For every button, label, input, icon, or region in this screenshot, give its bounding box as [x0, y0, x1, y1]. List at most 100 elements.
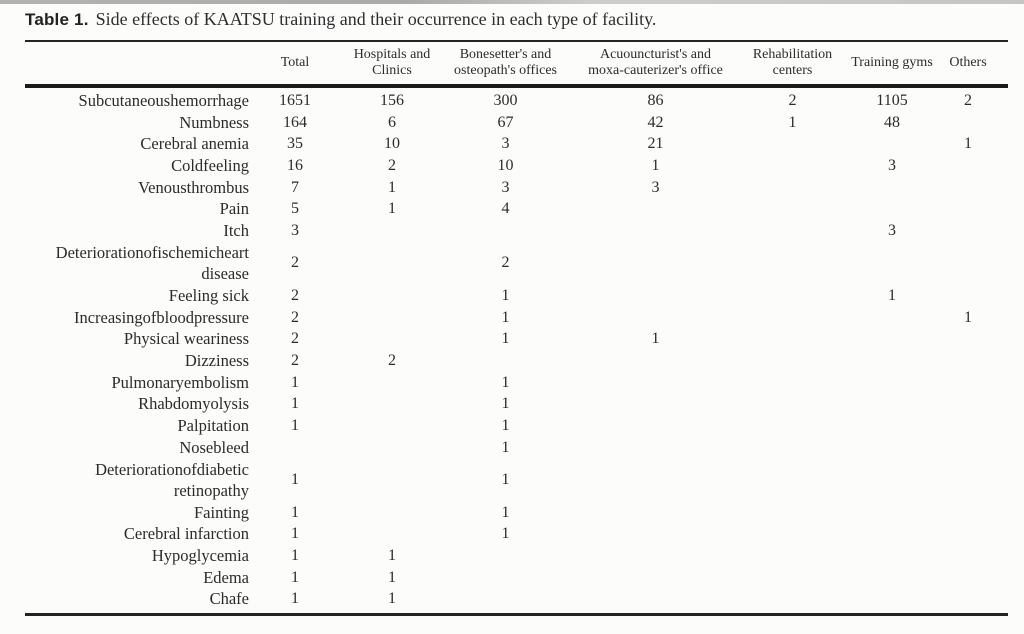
table-row: Subcutaneoushemorrhage 1651 156 300 86 2… [25, 90, 1008, 112]
row-label: Hypoglycemia [151, 546, 249, 566]
row-value-bonesetter-osteopath: 1 [501, 471, 510, 489]
row-value-total: 2 [291, 351, 299, 369]
column-header-total: Total [280, 54, 310, 70]
column-header-rehabilitation-centers: Rehabilitation centers [752, 46, 833, 79]
row-value-total: 3 [291, 221, 299, 239]
row-value-acupuncturist-moxa: 86 [647, 91, 664, 109]
row-label: Pain [219, 199, 249, 219]
row-label: Feeling sick [168, 286, 249, 306]
row-value-total: 5 [291, 200, 299, 218]
row-value-acupuncturist-moxa: 42 [647, 113, 664, 131]
header-separator-rule [25, 84, 1008, 88]
row-value-bonesetter-osteopath: 1 [501, 416, 510, 434]
table-row: Hypoglycemia 1 1 [25, 545, 1008, 567]
row-value-bonesetter-osteopath: 4 [501, 200, 510, 218]
row-value-bonesetter-osteopath: 2 [501, 254, 510, 272]
table-top-rule [25, 40, 1008, 42]
row-value-bonesetter-osteopath: 1 [501, 395, 510, 413]
row-label: Physical weariness [123, 329, 249, 349]
table-row: Chafe 1 1 [25, 588, 1008, 610]
column-header-bonesetter-osteopath: Bonesetter's and osteopath's offices [454, 46, 557, 79]
table-row: Deteriorationofischemicheart disease 2 2 [25, 242, 1008, 285]
row-value-hospitals-clinics: 1 [388, 200, 396, 218]
row-label: Rhabdomyolysis [138, 394, 249, 414]
table-row: Venousthrombus 7 1 3 3 [25, 177, 1008, 199]
table-row: Itch 3 3 [25, 220, 1008, 242]
table-row: Coldfeeling 16 2 10 1 3 [25, 155, 1008, 177]
table-number: Table 1. [25, 10, 89, 29]
row-label: Deteriorationofischemicheart disease [55, 242, 249, 284]
row-label: Palpitation [177, 416, 250, 436]
row-value-bonesetter-osteopath: 3 [501, 178, 510, 196]
row-value-bonesetter-osteopath: 300 [493, 91, 518, 109]
row-value-total: 1 [291, 568, 299, 586]
row-value-bonesetter-osteopath: 1 [501, 503, 510, 521]
row-value-hospitals-clinics: 1 [388, 590, 396, 608]
row-value-total: 1 [291, 471, 299, 489]
row-label: Numbness [179, 112, 249, 132]
table-row: Pulmonaryembolism 1 1 [25, 372, 1008, 394]
table-row: Physical weariness 2 1 1 [25, 328, 1008, 350]
row-label: Venousthrombus [138, 177, 249, 197]
row-label: Pulmonaryembolism [111, 372, 250, 392]
row-value-bonesetter-osteopath: 10 [497, 156, 514, 174]
table-bottom-rule [25, 613, 1008, 616]
row-label: Cerebral anemia [140, 134, 249, 154]
row-label: Deteriorationofdiabetic retinopathy [95, 459, 249, 501]
row-value-bonesetter-osteopath: 3 [501, 135, 510, 153]
row-value-acupuncturist-moxa: 21 [647, 135, 664, 153]
table-row: Numbness 164 6 67 42 1 48 [25, 112, 1008, 134]
table-body: Subcutaneoushemorrhage 1651 156 300 86 2… [25, 88, 1008, 613]
row-value-total: 1 [291, 590, 299, 608]
row-value-total: 2 [291, 308, 299, 326]
row-value-bonesetter-osteopath: 67 [497, 113, 514, 131]
row-value-total: 1 [291, 525, 299, 543]
table-row: Palpitation 1 1 [25, 415, 1008, 437]
row-label: Fainting [193, 502, 249, 522]
row-value-bonesetter-osteopath: 1 [501, 438, 510, 456]
row-value-total: 1 [291, 546, 299, 564]
row-value-bonesetter-osteopath: 1 [501, 308, 510, 326]
row-value-total: 2 [291, 330, 299, 348]
table-row: Nosebleed 1 [25, 437, 1008, 459]
row-label: Cerebral infarction [123, 524, 249, 544]
table-row: Pain 5 1 4 [25, 198, 1008, 220]
row-value-hospitals-clinics: 1 [388, 178, 396, 196]
row-value-training-gyms: 1105 [876, 91, 908, 109]
row-value-total: 1 [291, 395, 299, 413]
row-value-acupuncturist-moxa: 3 [651, 178, 660, 196]
row-label: Subcutaneoushemorrhage [78, 91, 249, 111]
row-value-others: 1 [964, 308, 972, 326]
row-value-total: 1651 [279, 91, 311, 109]
scan-edge-artifact [0, 0, 1024, 4]
column-header-hospitals-clinics: Hospitals and Clinics [353, 46, 431, 79]
table-row: Deteriorationofdiabetic retinopathy 1 1 [25, 459, 1008, 502]
row-value-total: 1 [291, 416, 299, 434]
row-value-hospitals-clinics: 156 [380, 91, 404, 109]
row-label: Chafe [209, 589, 249, 609]
row-value-total: 1 [291, 503, 299, 521]
table-row: Feeling sick 2 1 1 [25, 285, 1008, 307]
row-value-bonesetter-osteopath: 1 [501, 286, 510, 304]
row-value-total: 7 [291, 178, 299, 196]
table-row: Edema 1 1 [25, 567, 1008, 589]
row-value-training-gyms: 3 [888, 221, 896, 239]
row-value-hospitals-clinics: 2 [388, 156, 396, 174]
column-header-acupuncturist-moxa: Acuouncturist's and moxa-cauterizer's of… [588, 46, 723, 79]
row-value-bonesetter-osteopath: 1 [501, 525, 510, 543]
caption-text: Side effects of KAATSU training and thei… [95, 9, 657, 29]
side-effects-table: Total Hospitals and Clinics Bonesetter's… [25, 40, 1008, 616]
table-header-row: Total Hospitals and Clinics Bonesetter's… [25, 42, 1008, 84]
table-row: Cerebral infarction 1 1 [25, 523, 1008, 545]
row-value-others: 2 [964, 91, 972, 109]
row-value-acupuncturist-moxa: 1 [651, 156, 660, 174]
row-value-rehabilitation-centers: 1 [788, 113, 797, 131]
row-value-total: 2 [291, 286, 299, 304]
table-caption: Table 1. Side effects of KAATSU training … [25, 7, 1005, 32]
row-value-total: 164 [283, 113, 307, 131]
row-label: Nosebleed [179, 437, 249, 457]
row-label: Increasingofbloodpressure [73, 307, 249, 327]
row-value-training-gyms: 1 [888, 286, 896, 304]
row-value-hospitals-clinics: 10 [384, 135, 400, 153]
